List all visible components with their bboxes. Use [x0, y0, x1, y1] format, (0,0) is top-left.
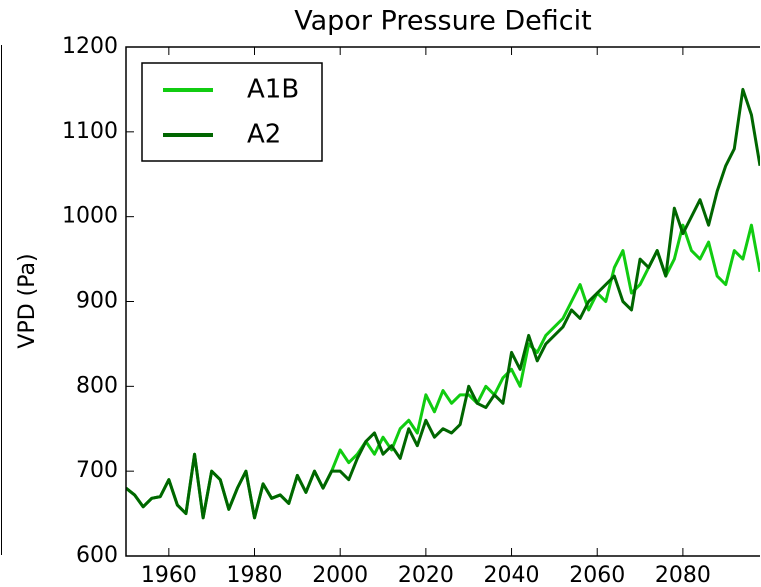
x-tick-label: 2060 — [569, 563, 625, 587]
x-tick-label: 1980 — [227, 563, 283, 587]
legend-box — [141, 62, 323, 162]
y-axis-label: VPD (Pa) — [15, 253, 40, 348]
chart-title: Vapor Pressure Deficit — [294, 6, 591, 37]
legend-label: A1B — [247, 75, 299, 105]
x-tick-label: 2020 — [398, 563, 454, 587]
y-tick-label: 800 — [76, 373, 118, 398]
series-line — [126, 87, 760, 520]
y-tick-label: 1200 — [62, 34, 118, 59]
y-tick-label: 700 — [76, 458, 118, 483]
x-tick-label: 2080 — [655, 563, 711, 587]
x-tick-label: 2040 — [484, 563, 540, 587]
x-tick-label: 1960 — [141, 563, 197, 587]
y-tick-label: 600 — [76, 543, 118, 568]
plot-frame — [125, 46, 760, 557]
y-tick-label: 900 — [76, 289, 118, 314]
legend-label: A2 — [247, 120, 281, 150]
x-tick-label: 2000 — [312, 563, 368, 587]
y-tick-label: 1100 — [62, 119, 118, 144]
y-tick-label: 1000 — [62, 204, 118, 229]
